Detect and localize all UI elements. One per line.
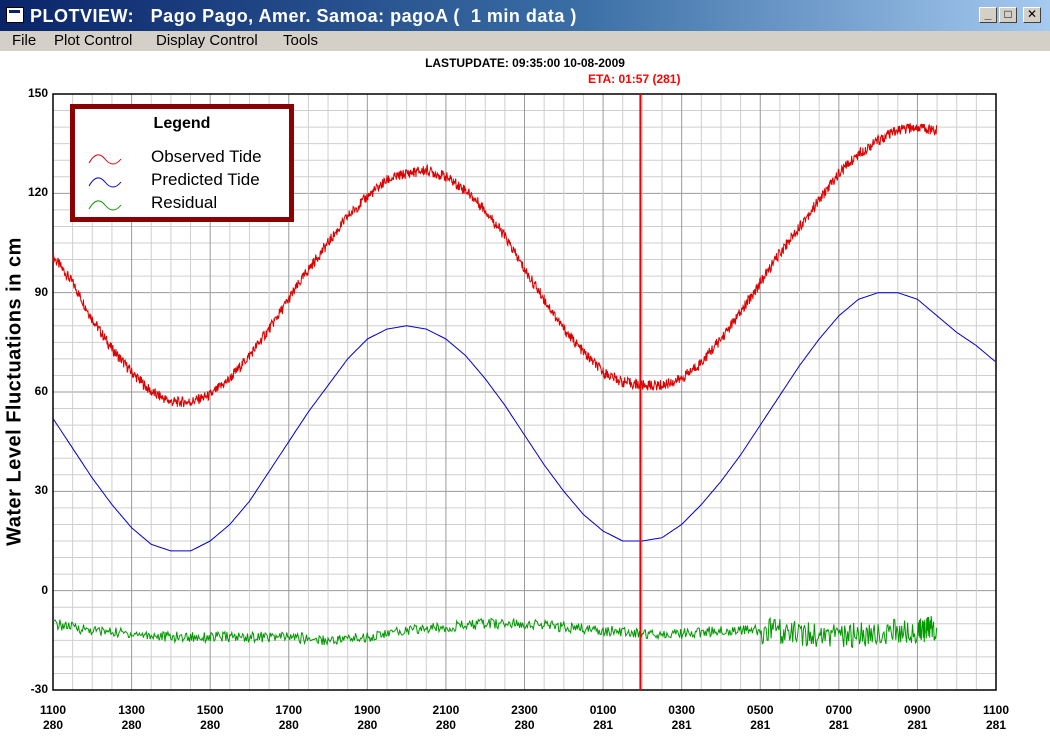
y-tick-label: 120 xyxy=(27,185,48,200)
x-tick-label: 2100 280 xyxy=(416,703,476,733)
legend-label: Observed Tide xyxy=(151,147,262,166)
y-tick-label: 30 xyxy=(34,483,48,498)
x-tick-label: 0100 281 xyxy=(573,703,633,733)
x-tick-time: 2100 xyxy=(432,703,460,717)
y-tick-label: -30 xyxy=(30,682,48,696)
x-tick-time: 1300 xyxy=(118,703,145,717)
x-tick-label: 2300 280 xyxy=(495,703,555,733)
x-tick-time: 0300 xyxy=(668,703,695,717)
series-line-predicted-tide xyxy=(52,292,996,552)
x-tick-label: 1100 280 xyxy=(23,703,83,733)
app-icon[interactable] xyxy=(6,7,24,23)
x-tick-day: 280 xyxy=(200,718,221,732)
x-tick-label: 1500 280 xyxy=(180,703,240,733)
plot-border xyxy=(52,93,997,691)
eta-label: ETA: 01:57 (281) xyxy=(588,72,681,86)
menu-plot-control[interactable]: Plot Control xyxy=(54,32,133,49)
x-tick-day: 280 xyxy=(435,718,456,732)
x-tick-time: 0100 xyxy=(589,703,617,717)
series-line-observed-tide xyxy=(52,123,938,408)
close-button[interactable]: ✕ xyxy=(1023,7,1041,23)
window-title: PLOTVIEW: Pago Pago, Amer. Samoa: pagoA … xyxy=(30,6,577,26)
x-tick-day: 280 xyxy=(357,718,378,732)
minimize-icon: _ xyxy=(984,7,992,21)
x-tick-day: 280 xyxy=(514,718,535,732)
x-tick-label: 0300 281 xyxy=(652,703,712,733)
last-update-label: LASTUPDATE: 09:35:00 10-08-2009 xyxy=(425,56,625,70)
x-tick-label: 1100 281 xyxy=(966,703,1026,733)
legend-item-predicted: Predicted Tide xyxy=(85,170,285,192)
legend-label: Predicted Tide xyxy=(151,170,260,189)
legend-title: Legend xyxy=(153,115,211,132)
legend-box[interactable]: Legend Observed Tide Predicted Tide Resi… xyxy=(70,104,294,222)
x-tick-time: 2300 xyxy=(511,703,538,717)
x-tick-time: 1500 xyxy=(196,703,224,717)
x-tick-day: 281 xyxy=(985,718,1007,732)
x-tick-label: 0700 281 xyxy=(809,703,869,733)
maximize-icon: □ xyxy=(1004,7,1012,21)
menu-tools[interactable]: Tools xyxy=(283,32,319,49)
x-tick-label: 0500 281 xyxy=(730,703,790,733)
y-tick-label: 60 xyxy=(34,384,48,398)
x-tick-time: 1700 xyxy=(275,703,303,717)
x-tick-time: 1100 xyxy=(982,703,1010,717)
x-tick-time: 1100 xyxy=(39,703,67,717)
x-tick-day: 281 xyxy=(593,718,614,732)
menu-file[interactable]: File xyxy=(12,32,37,49)
title-bar[interactable]: PLOTVIEW: Pago Pago, Amer. Samoa: pagoA … xyxy=(0,0,1050,31)
x-tick-label: 1300 280 xyxy=(102,703,162,733)
x-tick-time: 0500 xyxy=(746,703,774,717)
x-tick-label: 0900 281 xyxy=(887,703,947,733)
menu-display-control[interactable]: Display Control xyxy=(156,32,258,49)
x-tick-day: 281 xyxy=(750,718,771,732)
legend-item-observed: Observed Tide xyxy=(85,147,285,169)
x-tick-label: 1700 280 xyxy=(259,703,319,733)
x-tick-day: 281 xyxy=(828,718,849,732)
y-tick-label: 150 xyxy=(27,86,48,100)
y-tick-label: 90 xyxy=(34,284,48,299)
wave-icon xyxy=(88,177,122,188)
legend-label: Residual xyxy=(151,193,218,212)
wave-icon xyxy=(88,200,122,211)
legend-item-residual: Residual xyxy=(85,193,285,215)
x-tick-day: 281 xyxy=(671,718,692,732)
x-tick-time: 0700 xyxy=(825,703,853,717)
x-tick-time: 1900 xyxy=(353,703,381,717)
x-tick-day: 280 xyxy=(121,718,142,732)
x-tick-label: 1900 280 xyxy=(337,703,397,733)
y-tick-label: 0 xyxy=(41,582,48,597)
minimize-button[interactable]: _ xyxy=(979,7,997,23)
series-line-residual xyxy=(52,616,938,649)
menu-bar: File Plot Control Display Control Tools xyxy=(0,31,1050,51)
x-tick-time: 0900 xyxy=(904,703,931,717)
maximize-button[interactable]: □ xyxy=(999,7,1017,23)
x-tick-day: 280 xyxy=(278,718,299,732)
close-icon: ✕ xyxy=(1026,7,1038,21)
wave-icon xyxy=(88,154,122,165)
x-tick-day: 281 xyxy=(907,718,928,732)
x-tick-day: 280 xyxy=(42,718,64,732)
